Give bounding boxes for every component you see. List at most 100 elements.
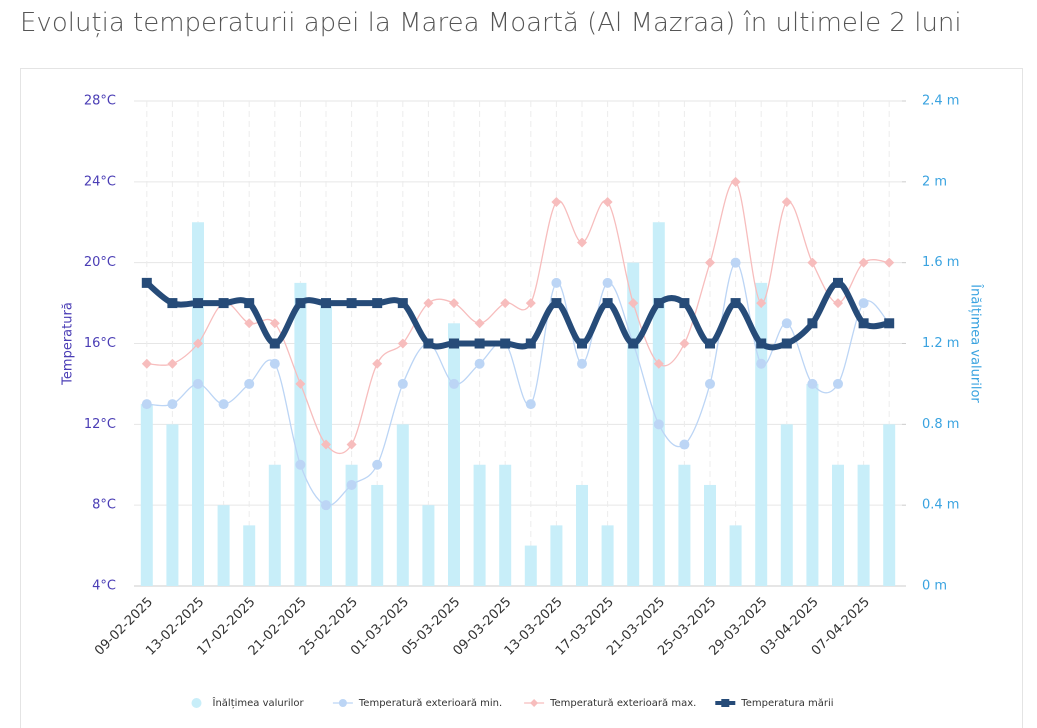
bar xyxy=(396,424,409,586)
point xyxy=(628,338,639,349)
legend-label: Temperatura mării xyxy=(740,698,833,709)
point xyxy=(577,358,587,369)
point xyxy=(423,338,434,349)
bar xyxy=(627,262,640,586)
point xyxy=(653,358,664,369)
bar xyxy=(857,464,870,586)
line xyxy=(146,262,890,507)
y2-tick-label: 1.2 m xyxy=(922,336,959,351)
bar xyxy=(217,505,230,586)
bar xyxy=(499,464,512,586)
point xyxy=(449,378,459,389)
bar xyxy=(371,484,384,586)
legend-item: Temperatura mării xyxy=(715,698,834,709)
point xyxy=(577,338,587,349)
point xyxy=(551,298,562,309)
point xyxy=(602,197,613,208)
legend-marker xyxy=(338,699,347,707)
bar xyxy=(576,484,588,586)
point xyxy=(141,358,152,369)
point xyxy=(423,298,434,309)
legend-label: Temperatură exterioară min. xyxy=(358,698,502,709)
point xyxy=(346,439,357,450)
legend-label: Temperatură exterioară max. xyxy=(549,698,696,709)
point xyxy=(833,298,843,309)
point xyxy=(653,419,664,430)
point xyxy=(807,257,818,268)
legend-marker xyxy=(530,699,539,707)
y2-tick-label: 0 m xyxy=(922,579,947,594)
bar xyxy=(345,464,358,586)
point xyxy=(449,298,459,309)
point xyxy=(474,318,485,329)
y2-tick-label: 0.8 m xyxy=(922,417,959,432)
point xyxy=(884,318,895,329)
point xyxy=(679,338,690,349)
bar xyxy=(473,464,486,586)
y-tick-label: 12°C xyxy=(84,417,116,432)
bar xyxy=(192,222,204,586)
point xyxy=(551,197,562,208)
point xyxy=(781,318,792,329)
point xyxy=(244,318,255,329)
point xyxy=(730,176,741,187)
point xyxy=(756,338,767,349)
point xyxy=(781,197,792,208)
point xyxy=(474,338,485,349)
point xyxy=(193,378,203,389)
bar xyxy=(243,525,256,586)
bar xyxy=(704,484,716,586)
point xyxy=(474,358,485,369)
point xyxy=(218,298,229,309)
y2-tick-label: 2.4 m xyxy=(922,94,959,109)
point xyxy=(525,338,536,349)
y2-tick-label: 2 m xyxy=(922,174,947,189)
bar xyxy=(448,323,460,586)
point xyxy=(705,257,715,268)
point xyxy=(346,298,357,309)
legend-swatch xyxy=(191,698,202,708)
y2-tick-label: 0.4 m xyxy=(922,498,959,513)
point xyxy=(372,298,383,309)
point xyxy=(500,298,511,309)
point xyxy=(295,459,306,470)
point xyxy=(397,338,408,349)
legend-item: Temperatură exterioară max. xyxy=(524,698,696,709)
point xyxy=(551,277,562,288)
point xyxy=(679,439,690,450)
point xyxy=(346,479,357,490)
bar xyxy=(601,525,614,586)
point xyxy=(500,338,511,349)
chart-title: Evoluția temperaturii apei la Marea Moar… xyxy=(20,8,962,38)
legend-item: Temperatură exterioară min. xyxy=(332,698,502,709)
point xyxy=(730,298,741,309)
bar xyxy=(729,525,742,586)
y2-tick-label: 1.6 m xyxy=(922,255,959,270)
bar xyxy=(166,424,179,586)
y-tick-label: 8°C xyxy=(92,498,116,513)
y-tick-label: 16°C xyxy=(84,336,116,351)
point xyxy=(525,399,536,410)
y-tick-label: 24°C xyxy=(84,174,116,189)
point xyxy=(141,277,152,288)
bar xyxy=(652,222,665,586)
point xyxy=(858,257,869,268)
point xyxy=(193,298,203,309)
point xyxy=(858,298,869,309)
point xyxy=(756,358,767,369)
point xyxy=(807,378,818,389)
point xyxy=(705,378,715,389)
bar xyxy=(832,464,844,586)
point xyxy=(295,298,306,309)
point xyxy=(577,237,587,248)
point xyxy=(628,298,639,309)
point xyxy=(807,318,818,329)
point xyxy=(167,399,178,410)
point xyxy=(244,298,255,309)
y-tick-label: 4°C xyxy=(92,579,116,594)
y-tick-label: 28°C xyxy=(84,94,116,109)
point xyxy=(397,378,408,389)
point xyxy=(372,358,383,369)
point xyxy=(705,338,715,349)
